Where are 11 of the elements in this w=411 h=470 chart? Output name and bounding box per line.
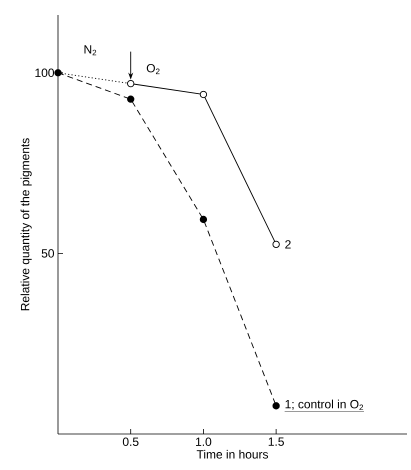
x-tick-label: 0.5 xyxy=(122,438,139,446)
x-tick-label: 1.0 xyxy=(196,438,212,446)
x-axis-title: Time in hours xyxy=(196,450,268,459)
series-label: 2 xyxy=(285,240,291,249)
y-axis-title: Relative quantity of the pigments xyxy=(20,138,32,310)
x-tick-label: 1.5 xyxy=(268,438,284,446)
annotation: O$_{2}$ xyxy=(146,64,160,74)
y-tick-label: 50 xyxy=(42,249,54,258)
series-label: 1; control in O$_{2}$ xyxy=(286,400,364,410)
annotation: N$_{2}$ xyxy=(84,45,96,56)
y-tick-label: 100 xyxy=(35,68,54,78)
